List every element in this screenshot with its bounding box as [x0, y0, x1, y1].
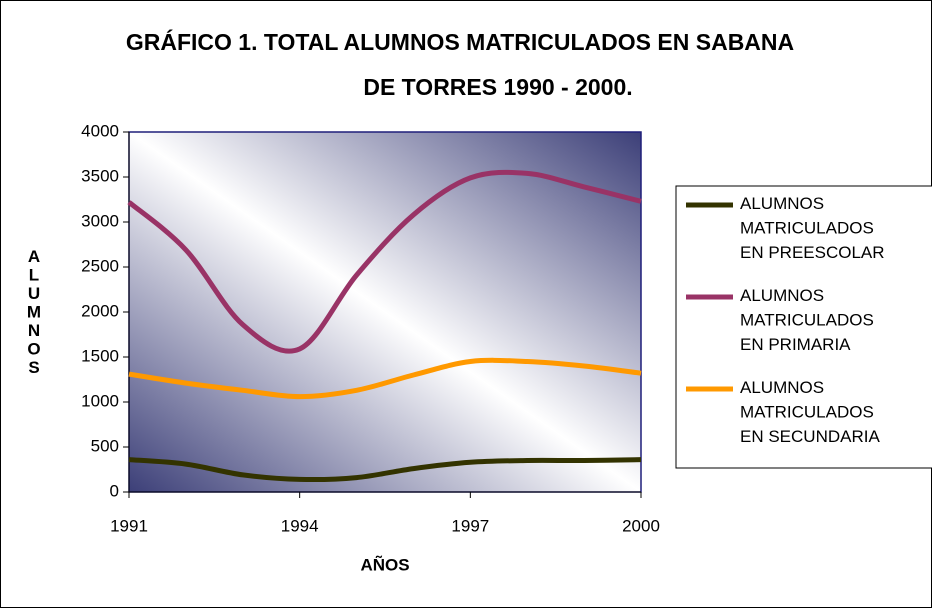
y-tick-label: 0	[110, 481, 119, 500]
y-tick-label: 500	[91, 436, 119, 455]
y-tick-label: 4000	[81, 121, 119, 140]
x-tick-label: 2000	[622, 516, 660, 535]
legend-label: ALUMNOS MATRICULADOS EN PRIMARIA	[740, 286, 874, 354]
y-tick-label: 3500	[81, 166, 119, 185]
line-series	[128, 357, 642, 400]
legend-label: ALUMNOS MATRICULADOS EN PREESCOLAR	[740, 194, 885, 262]
y-tick-label: 1500	[81, 346, 119, 365]
x-tick-label: 1991	[110, 516, 148, 535]
plot-area	[128, 131, 642, 493]
x-axis-label: AÑOS	[360, 554, 409, 574]
y-tick-label: 2500	[81, 256, 119, 275]
chart-title: DE TORRES 1990 - 2000.	[363, 74, 632, 100]
legend-label: ALUMNOS MATRICULADOS EN SECUNDARIA	[740, 378, 880, 446]
y-tick-label: 1000	[81, 391, 119, 410]
line-series	[128, 457, 642, 483]
chart-title: GRÁFICO 1. TOTAL ALUMNOS MATRICULADOS EN…	[126, 28, 794, 55]
y-tick-label: 3000	[81, 211, 119, 230]
legend	[675, 185, 932, 469]
x-tick-label: 1994	[281, 516, 319, 535]
y-tick-label: 2000	[81, 301, 119, 320]
x-tick-label: 1997	[451, 516, 489, 535]
line-series	[127, 169, 642, 354]
